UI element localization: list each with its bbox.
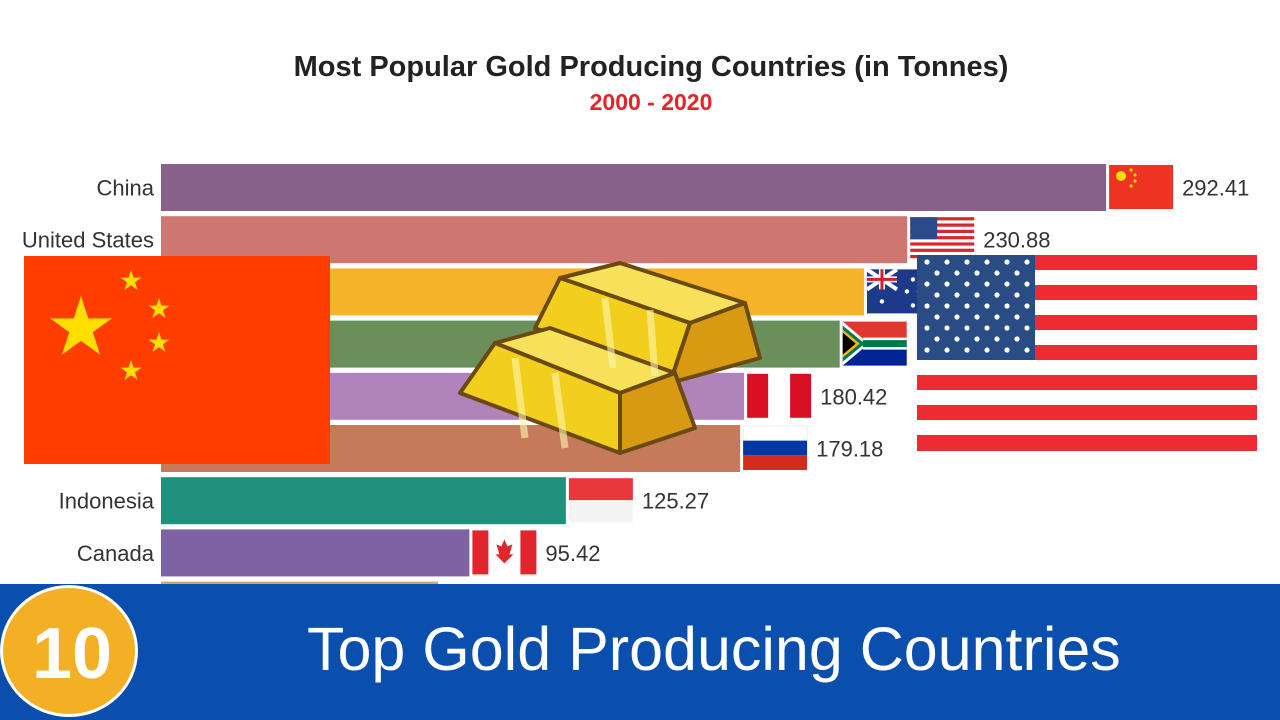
bar-6 [161, 477, 566, 525]
flag-indonesia-icon [568, 478, 633, 523]
large-usa-flag-icon [917, 255, 1257, 451]
value-label: 95.42 [545, 541, 600, 566]
bar-0 [161, 164, 1107, 211]
category-label: China [97, 176, 155, 201]
category-label: Indonesia [59, 489, 155, 514]
chart-title: Most Popular Gold Producing Countries (i… [294, 51, 1009, 83]
value-label: 180.42 [820, 384, 887, 409]
flag-peru-icon [747, 373, 812, 418]
value-label: 292.41 [1182, 176, 1249, 201]
category-label: United States [22, 228, 154, 253]
chart-subtitle: 2000 - 2020 [590, 89, 713, 115]
large-china-flag-icon [24, 256, 330, 464]
count-badge: 10 [0, 585, 138, 717]
flag-south-africa-icon [842, 321, 907, 366]
category-label: Canada [77, 541, 155, 566]
flag-canada-icon [472, 530, 537, 575]
bar-partial [161, 581, 438, 584]
title-banner [0, 584, 1280, 720]
count-badge-number: 10 [31, 614, 113, 694]
flag-china-icon [1109, 165, 1174, 209]
bar-1 [161, 216, 908, 264]
flag-russia-icon [742, 425, 808, 470]
value-label: 230.88 [983, 228, 1050, 253]
value-label: 125.27 [642, 489, 709, 514]
flag-usa-icon [910, 217, 975, 262]
bar-7 [161, 529, 470, 577]
banner-title: Top Gold Producing Countries [307, 615, 1121, 683]
gold-bars-icon [458, 261, 762, 455]
value-label: 179.18 [816, 437, 883, 462]
